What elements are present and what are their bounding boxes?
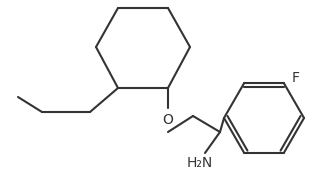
Text: H₂N: H₂N [187, 156, 213, 170]
Text: O: O [162, 113, 173, 127]
Text: F: F [292, 71, 300, 85]
